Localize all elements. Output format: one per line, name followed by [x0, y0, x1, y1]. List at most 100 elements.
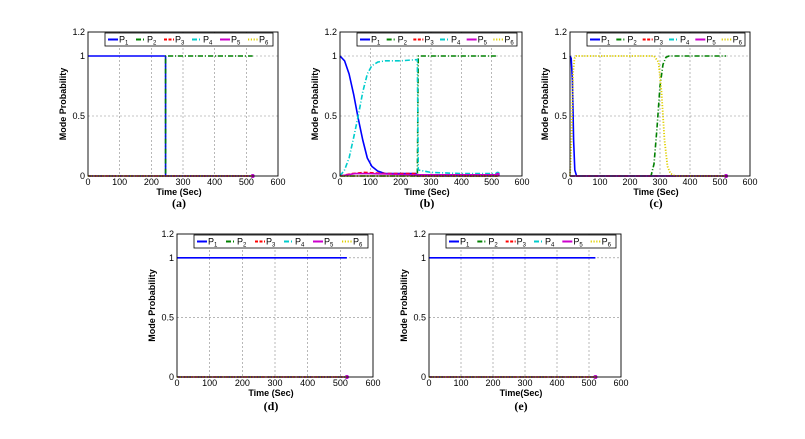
x-tick-label: 200	[485, 378, 500, 388]
y-tick-label: 1	[562, 51, 567, 61]
x-tick-label: 500	[484, 177, 499, 187]
legend-entry-p3: P3	[266, 237, 276, 249]
y-tick-label: 1.2	[554, 27, 567, 37]
chart-panel-c: 0 100 200 300 400 500 600 0 0.5 1 1.2 Time (Sec) Mod…	[540, 27, 758, 210]
y-tick-label: 1	[80, 51, 85, 61]
x-tick-label: 300	[652, 177, 667, 187]
plot-frame	[569, 31, 751, 177]
series-line-p2	[340, 55, 498, 177]
y-tick-label: 1.2	[72, 27, 85, 37]
x-tick-labels: 0 100 200 300 400 500 600	[337, 177, 529, 187]
x-tick-label: 300	[423, 177, 438, 187]
panel-caption: (d)	[264, 399, 279, 413]
legend-entry-p3: P3	[424, 35, 434, 47]
plot-frame	[176, 233, 374, 378]
x-tick-label: 600	[270, 177, 285, 187]
legend-entry-p2: P2	[488, 237, 498, 249]
panel-caption: (a)	[172, 196, 186, 210]
legend-entry-p1: P1	[601, 35, 611, 47]
chart-panel-e: 0 100 200 300 400 500 600 0 0.5 1 1.2 Time(Sec) Mode…	[399, 229, 629, 413]
panel-caption: (e)	[514, 399, 527, 413]
x-axis-label: Time (Sec)	[156, 187, 201, 197]
x-tick-labels: 0 100 200 300 400 500 600	[85, 177, 285, 187]
series-line-p2	[88, 55, 253, 177]
legend-entry-p6: P6	[733, 35, 743, 47]
legend: P1 P2 P3 P4 P5 P6	[445, 234, 617, 249]
x-tick-labels: 0 100 200 300 400 500 600	[567, 177, 757, 187]
legend-entry-p5: P5	[706, 35, 716, 47]
legend-entry-p4: P4	[680, 35, 690, 47]
x-tick-label: 400	[682, 177, 697, 187]
legend: P1 P2 P3 P4 P5 P6	[356, 32, 518, 47]
grid-lines	[177, 234, 373, 377]
series-group	[177, 257, 349, 379]
legend-entry-p6: P6	[353, 237, 363, 249]
x-tick-label: 100	[112, 177, 127, 187]
legend-entry-p2: P2	[237, 237, 247, 249]
x-tick-label: 100	[202, 378, 217, 388]
y-tick-label: 0.5	[324, 111, 337, 121]
y-tick-label: 0.5	[413, 312, 426, 322]
series-group	[429, 257, 598, 379]
legend-entry-p6: P6	[602, 237, 612, 249]
legend-entry-p5: P5	[573, 237, 583, 249]
y-tick-labels: 0 0.5 1 1.2	[324, 27, 337, 181]
legend-entry-p5: P5	[478, 35, 488, 47]
y-tick-label: 0	[80, 171, 85, 181]
x-axis-label: Time (Sec)	[404, 187, 449, 197]
y-tick-label: 1.2	[413, 229, 426, 239]
x-tick-label: 300	[175, 177, 190, 187]
legend-entry-p4: P4	[451, 35, 461, 47]
legend-entry-p5: P5	[231, 35, 241, 47]
y-axis-label: Mode Probability	[399, 269, 409, 342]
series-line-p4	[339, 58, 498, 177]
grid-lines	[570, 32, 750, 176]
x-tick-label: 200	[622, 177, 637, 187]
y-tick-label: 0.5	[554, 111, 567, 121]
y-tick-labels: 0 0.5 1 1.2	[554, 27, 567, 181]
plot-frame	[428, 233, 622, 378]
y-axis-label: Mode Probability	[540, 68, 550, 141]
y-tick-label: 0	[421, 372, 426, 382]
x-tick-label: 400	[454, 177, 469, 187]
x-tick-labels: 0 100 200 300 400 500 600	[426, 378, 628, 388]
y-tick-labels: 0 0.5 1 1.2	[161, 229, 174, 382]
x-tick-label: 200	[144, 177, 159, 187]
x-axis-label: Time (Sec)	[633, 187, 678, 197]
legend: P1 P2 P3 P4 P5 P6	[586, 32, 746, 47]
x-tick-label: 0	[567, 177, 572, 187]
grid-lines	[88, 32, 278, 176]
legend-entry-p6: P6	[259, 35, 269, 47]
x-tick-label: 0	[337, 177, 342, 187]
x-tick-label: 100	[592, 177, 607, 187]
x-tick-label: 600	[365, 378, 380, 388]
x-tick-label: 500	[712, 177, 727, 187]
legend-box	[104, 32, 274, 47]
x-axis-label: Time (Sec)	[248, 388, 293, 398]
grid-lines	[429, 234, 621, 377]
x-tick-label: 400	[207, 177, 222, 187]
x-tick-label: 500	[333, 378, 348, 388]
x-tick-label: 600	[514, 177, 529, 187]
x-tick-label: 400	[300, 378, 315, 388]
y-tick-labels: 0 0.5 1 1.2	[72, 27, 85, 181]
y-tick-label: 1	[421, 253, 426, 263]
x-tick-label: 600	[613, 378, 628, 388]
panel-caption: (c)	[649, 196, 662, 210]
y-tick-label: 1.2	[161, 229, 174, 239]
legend-entry-p3: P3	[654, 35, 664, 47]
legend-entry-p2: P2	[147, 35, 157, 47]
x-tick-label: 400	[549, 378, 564, 388]
y-axis-label: Mode Probability	[58, 68, 68, 141]
x-tick-label: 500	[581, 378, 596, 388]
y-tick-label: 1	[332, 51, 337, 61]
legend-entry-p6: P6	[504, 35, 514, 47]
plot-frame	[339, 31, 523, 177]
x-tick-label: 600	[742, 177, 757, 187]
legend: P1 P2 P3 P4 P5 P6	[104, 32, 274, 47]
x-tick-label: 100	[363, 177, 378, 187]
plot-frame	[87, 31, 279, 177]
y-tick-labels: 0 0.5 1 1.2	[413, 229, 426, 382]
legend-entry-p1: P1	[208, 237, 218, 249]
